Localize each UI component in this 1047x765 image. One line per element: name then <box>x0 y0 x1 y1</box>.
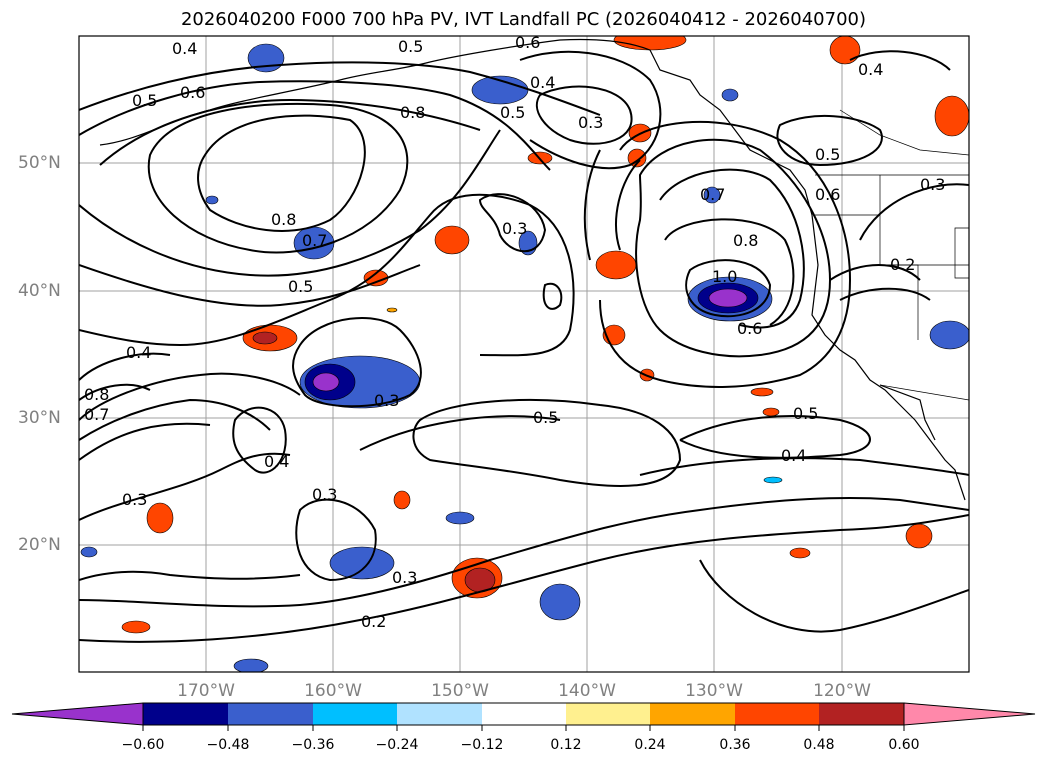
colorbar <box>11 702 1036 731</box>
lat-label-30n: 30°N <box>18 408 61 428</box>
contour-label: 0.5 <box>533 408 558 427</box>
contour-label: 1.0 <box>712 267 737 286</box>
lat-label-50n: 50°N <box>18 153 61 173</box>
colorbar-bin <box>819 703 904 725</box>
contour-label: 0.5 <box>793 404 818 423</box>
colorbar-bin <box>735 703 819 725</box>
colorbar-bin <box>313 703 397 725</box>
contour-label: 0.3 <box>920 175 945 194</box>
contour-label: 0.8 <box>400 103 425 122</box>
colorbar-tick: 0.12 <box>550 737 582 753</box>
contour-label: 0.2 <box>361 612 386 631</box>
contour-label: 0.8 <box>84 385 109 404</box>
colorbar-tick: 0.60 <box>888 737 920 753</box>
ivt-positive-blobs <box>121 36 969 634</box>
contour-label: 0.4 <box>264 452 289 471</box>
lon-label-130w: 130°W <box>685 681 743 701</box>
contour-label: 0.7 <box>700 185 725 204</box>
contour-label: 0.4 <box>781 446 806 465</box>
contour-label: 0.7 <box>302 231 327 250</box>
colorbar-tick: 0.24 <box>634 737 666 753</box>
contour-label: 0.4 <box>172 39 197 58</box>
contour-label: 0.3 <box>578 113 603 132</box>
pv-contours <box>79 50 969 643</box>
colorbar-bin <box>650 703 735 725</box>
contour-label: 0.4 <box>126 343 151 362</box>
colorbar-bin <box>228 703 313 725</box>
contour-label: 0.4 <box>858 60 883 79</box>
contour-label: 0.5 <box>815 145 840 164</box>
lon-label-150w: 150°W <box>431 681 489 701</box>
contour-label: 0.3 <box>502 219 527 238</box>
colorbar-bin <box>397 703 482 725</box>
lon-label-160w: 160°W <box>304 681 362 701</box>
contour-label: 0.8 <box>733 231 758 250</box>
lon-label-140w: 140°W <box>558 681 616 701</box>
lon-label-120w: 120°W <box>813 681 871 701</box>
contour-label: 0.3 <box>392 568 417 587</box>
contour-label: 0.5 <box>132 91 157 110</box>
lon-label-170w: 170°W <box>177 681 235 701</box>
colorbar-high-extend <box>903 702 1036 726</box>
lat-label-40n: 40°N <box>18 281 61 301</box>
contour-label: 0.5 <box>500 103 525 122</box>
contour-label: 0.5 <box>288 277 313 296</box>
lat-label-20n: 20°N <box>18 535 61 555</box>
ivt-negative-blobs <box>80 43 969 672</box>
contour-label: 0.6 <box>815 185 840 204</box>
colorbar-tick: −0.36 <box>291 737 335 753</box>
contour-label: 0.5 <box>398 37 423 56</box>
colorbar-frame <box>142 702 905 726</box>
plot-frame <box>78 35 970 673</box>
colorbar-tick: −0.48 <box>206 737 250 753</box>
colorbar-tick: −0.12 <box>460 737 504 753</box>
contour-label: 0.4 <box>530 73 555 92</box>
contour-labels: 0.4 0.5 0.6 0.8 0.4 0.3 0.5 0.6 0.5 0.3 … <box>84 33 945 631</box>
contour-label: 0.7 <box>84 405 109 424</box>
contour-label: 0.6 <box>515 33 540 52</box>
contour-label: 0.8 <box>271 210 296 229</box>
contour-label: 0.3 <box>374 391 399 410</box>
state-borders <box>815 109 969 401</box>
contour-label: 0.6 <box>180 83 205 102</box>
colorbar-tick: −0.24 <box>375 737 419 753</box>
map-title: 2026040200 F000 700 hPa PV, IVT Landfall… <box>180 9 867 30</box>
colorbar-bin <box>482 703 566 725</box>
colorbar-bin <box>566 703 650 725</box>
contour-label: 0.6 <box>737 319 762 338</box>
colorbar-tick: 0.36 <box>719 737 751 753</box>
colorbar-low-extend <box>11 702 144 726</box>
colorbar-bin <box>143 703 228 725</box>
contour-label: 0.2 <box>890 255 915 274</box>
colorbar-tick: 0.48 <box>803 737 835 753</box>
colorbar-tick: −0.60 <box>121 737 165 753</box>
contour-label: 0.3 <box>312 485 337 504</box>
contour-label: 0.3 <box>122 490 147 509</box>
